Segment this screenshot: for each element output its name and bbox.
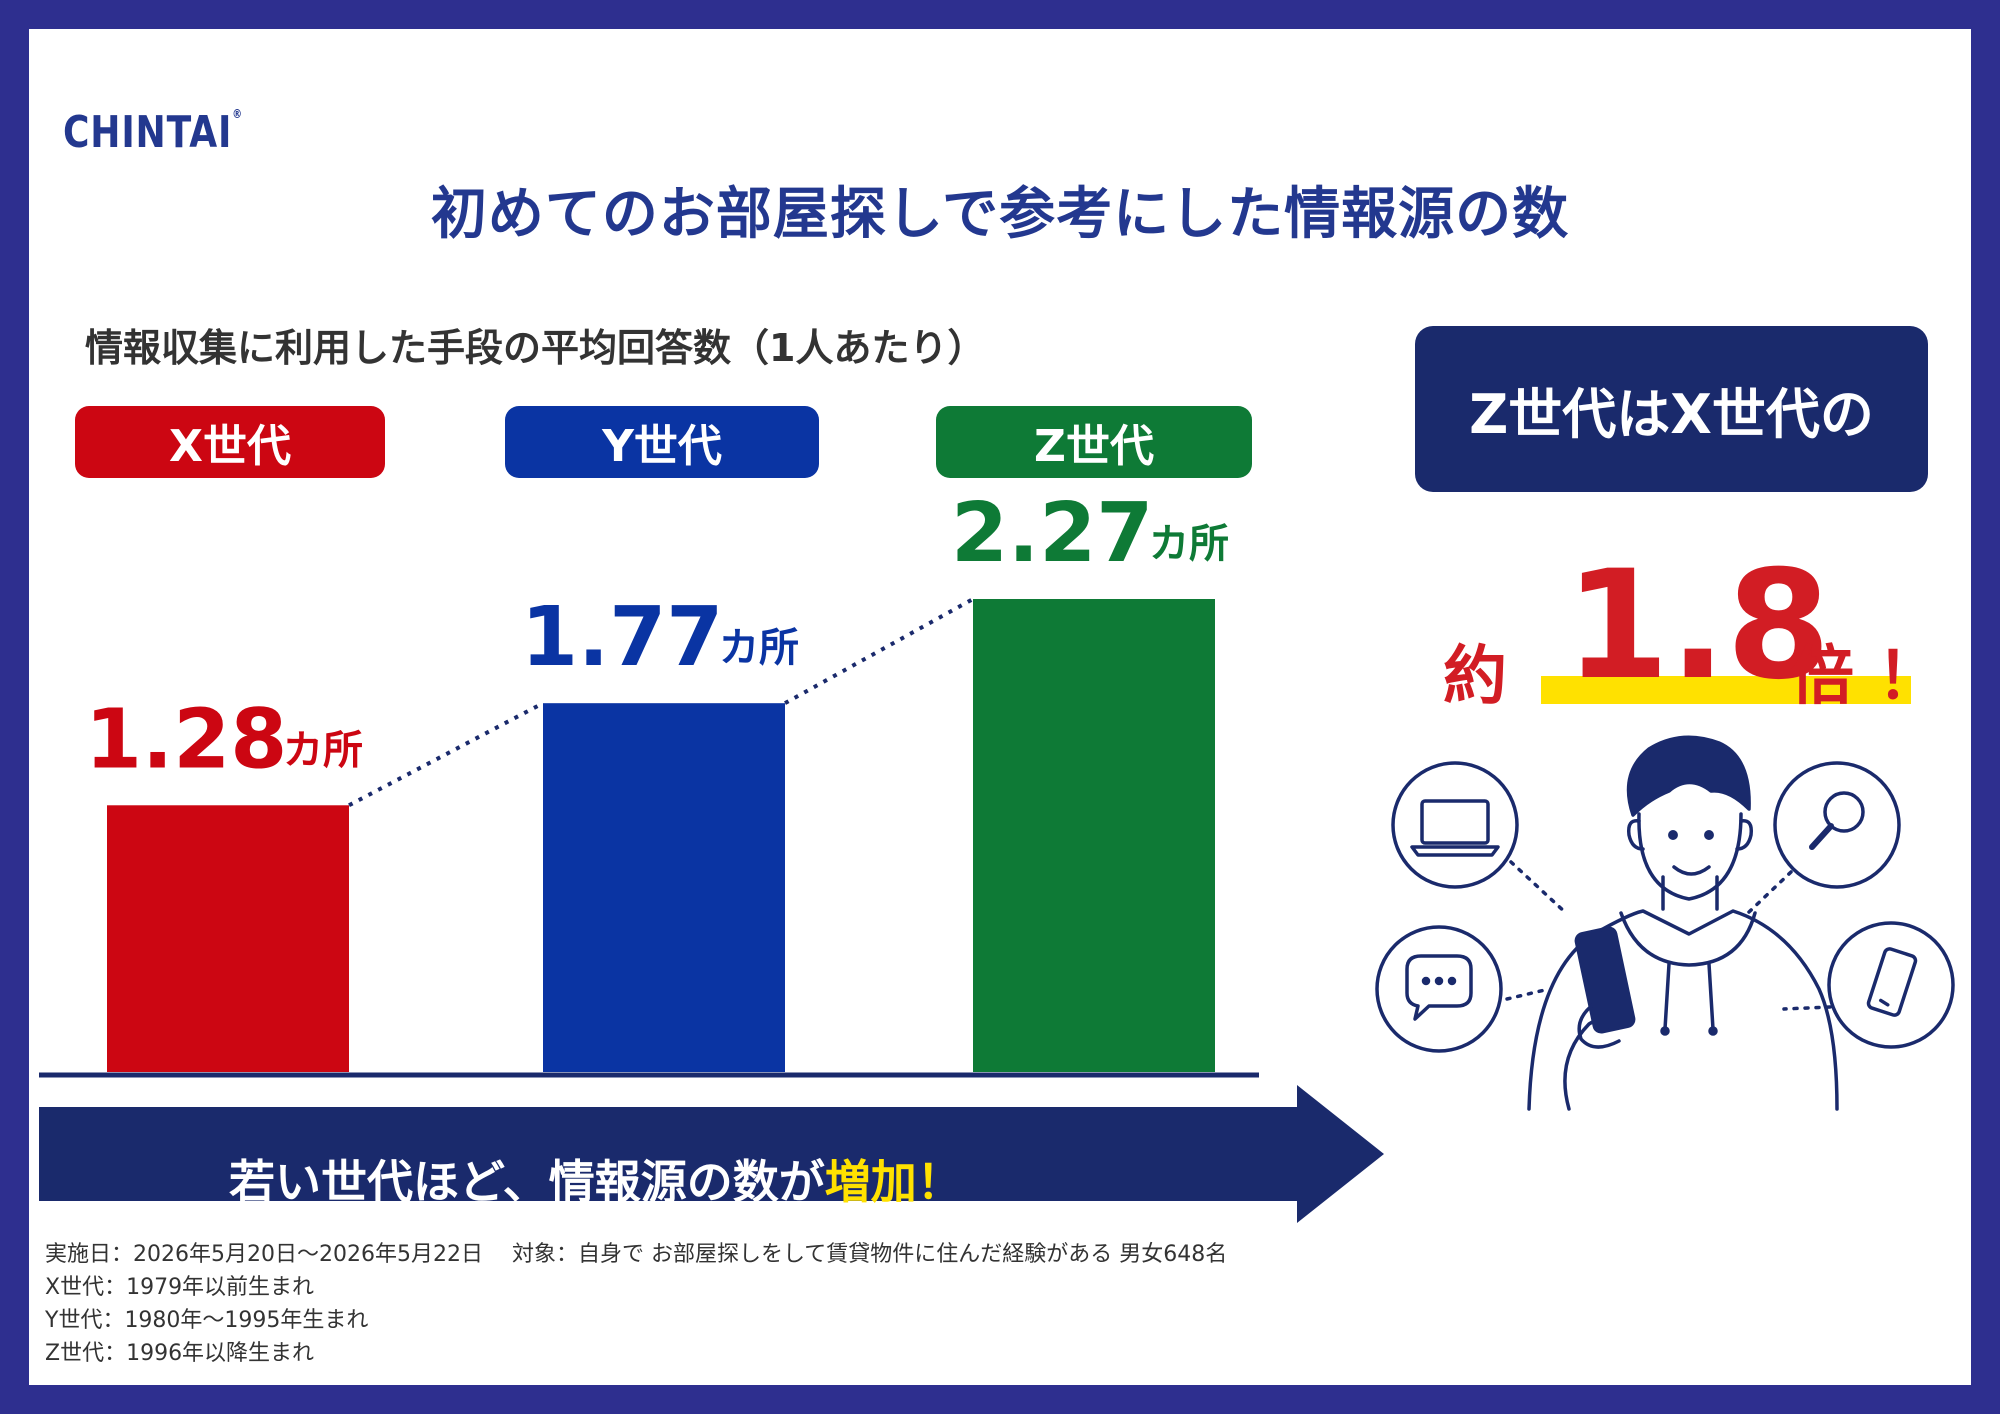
person-with-smartphone — [1527, 735, 1839, 1111]
connector-search — [1747, 870, 1793, 914]
value-label-z: 2.27 — [951, 486, 1153, 581]
trend-arrow — [39, 1085, 1384, 1223]
chat-icon — [1375, 925, 1503, 1053]
illustration — [1375, 735, 1955, 1111]
label-x-generation: X世代 — [75, 406, 385, 478]
survey-notes: 実施日：2026年5月20日〜2026年5月22日 対象：自身で お部屋探しをし… — [45, 1238, 1227, 1370]
note-survey-info: 実施日：2026年5月20日〜2026年5月22日 対象：自身で お部屋探しをし… — [45, 1242, 1228, 1267]
laptop-icon — [1391, 761, 1519, 889]
unit-label-y: カ所 — [719, 625, 799, 671]
value-label-x: 1.28 — [85, 692, 287, 787]
unit-label-x: カ所 — [283, 727, 363, 773]
chart-subtitle: 情報収集に利用した手段の平均回答数（1人あたり） — [85, 326, 986, 370]
trend-message: 若い世代ほど、情報源の数が増加！ — [229, 1155, 963, 1209]
trend-highlight: 増加！ — [824, 1155, 963, 1209]
trend-line-segment — [348, 701, 544, 808]
page-title: 初めてのお部屋探しで参考にした情報源の数 — [430, 182, 1570, 247]
chintai-logo: CHINTAI® — [63, 107, 243, 158]
callout-box: Z世代はX世代の — [1415, 326, 1928, 492]
bar-x — [107, 805, 349, 1072]
ratio-number: 1.8 — [1565, 539, 1831, 713]
connector-chat — [1505, 987, 1551, 1001]
note-z-generation: Z世代：1996年以降生まれ — [45, 1341, 315, 1366]
note-y-generation: Y世代：1980年〜1995年生まれ — [45, 1308, 369, 1333]
ratio-suffix: 倍 — [1790, 640, 1854, 714]
bar-z — [973, 599, 1215, 1072]
infographic-card: CHINTAI® 初めてのお部屋探しで参考にした情報源の数 情報収集に利用した手… — [29, 29, 1971, 1385]
value-label-y: 1.77 — [521, 590, 723, 685]
ratio-highlight-bar — [1541, 676, 1911, 704]
bar-y — [543, 703, 785, 1072]
note-x-generation: X世代：1979年以前生まれ — [45, 1275, 315, 1300]
ratio-callout: 約 1.8 倍 ！ — [1415, 529, 1975, 729]
connector-phone — [1782, 1005, 1832, 1011]
label-y-generation: Y世代 — [505, 406, 819, 478]
ratio-prefix: 約 — [1443, 640, 1507, 714]
connector-laptop — [1509, 860, 1569, 916]
smartphone-icon — [1827, 921, 1955, 1049]
label-z-generation: Z世代 — [936, 406, 1252, 478]
trend-line-segment — [784, 597, 974, 705]
ratio-exclaim: ！ — [1877, 640, 1941, 714]
search-icon — [1773, 761, 1901, 889]
unit-label-z: カ所 — [1149, 521, 1229, 567]
